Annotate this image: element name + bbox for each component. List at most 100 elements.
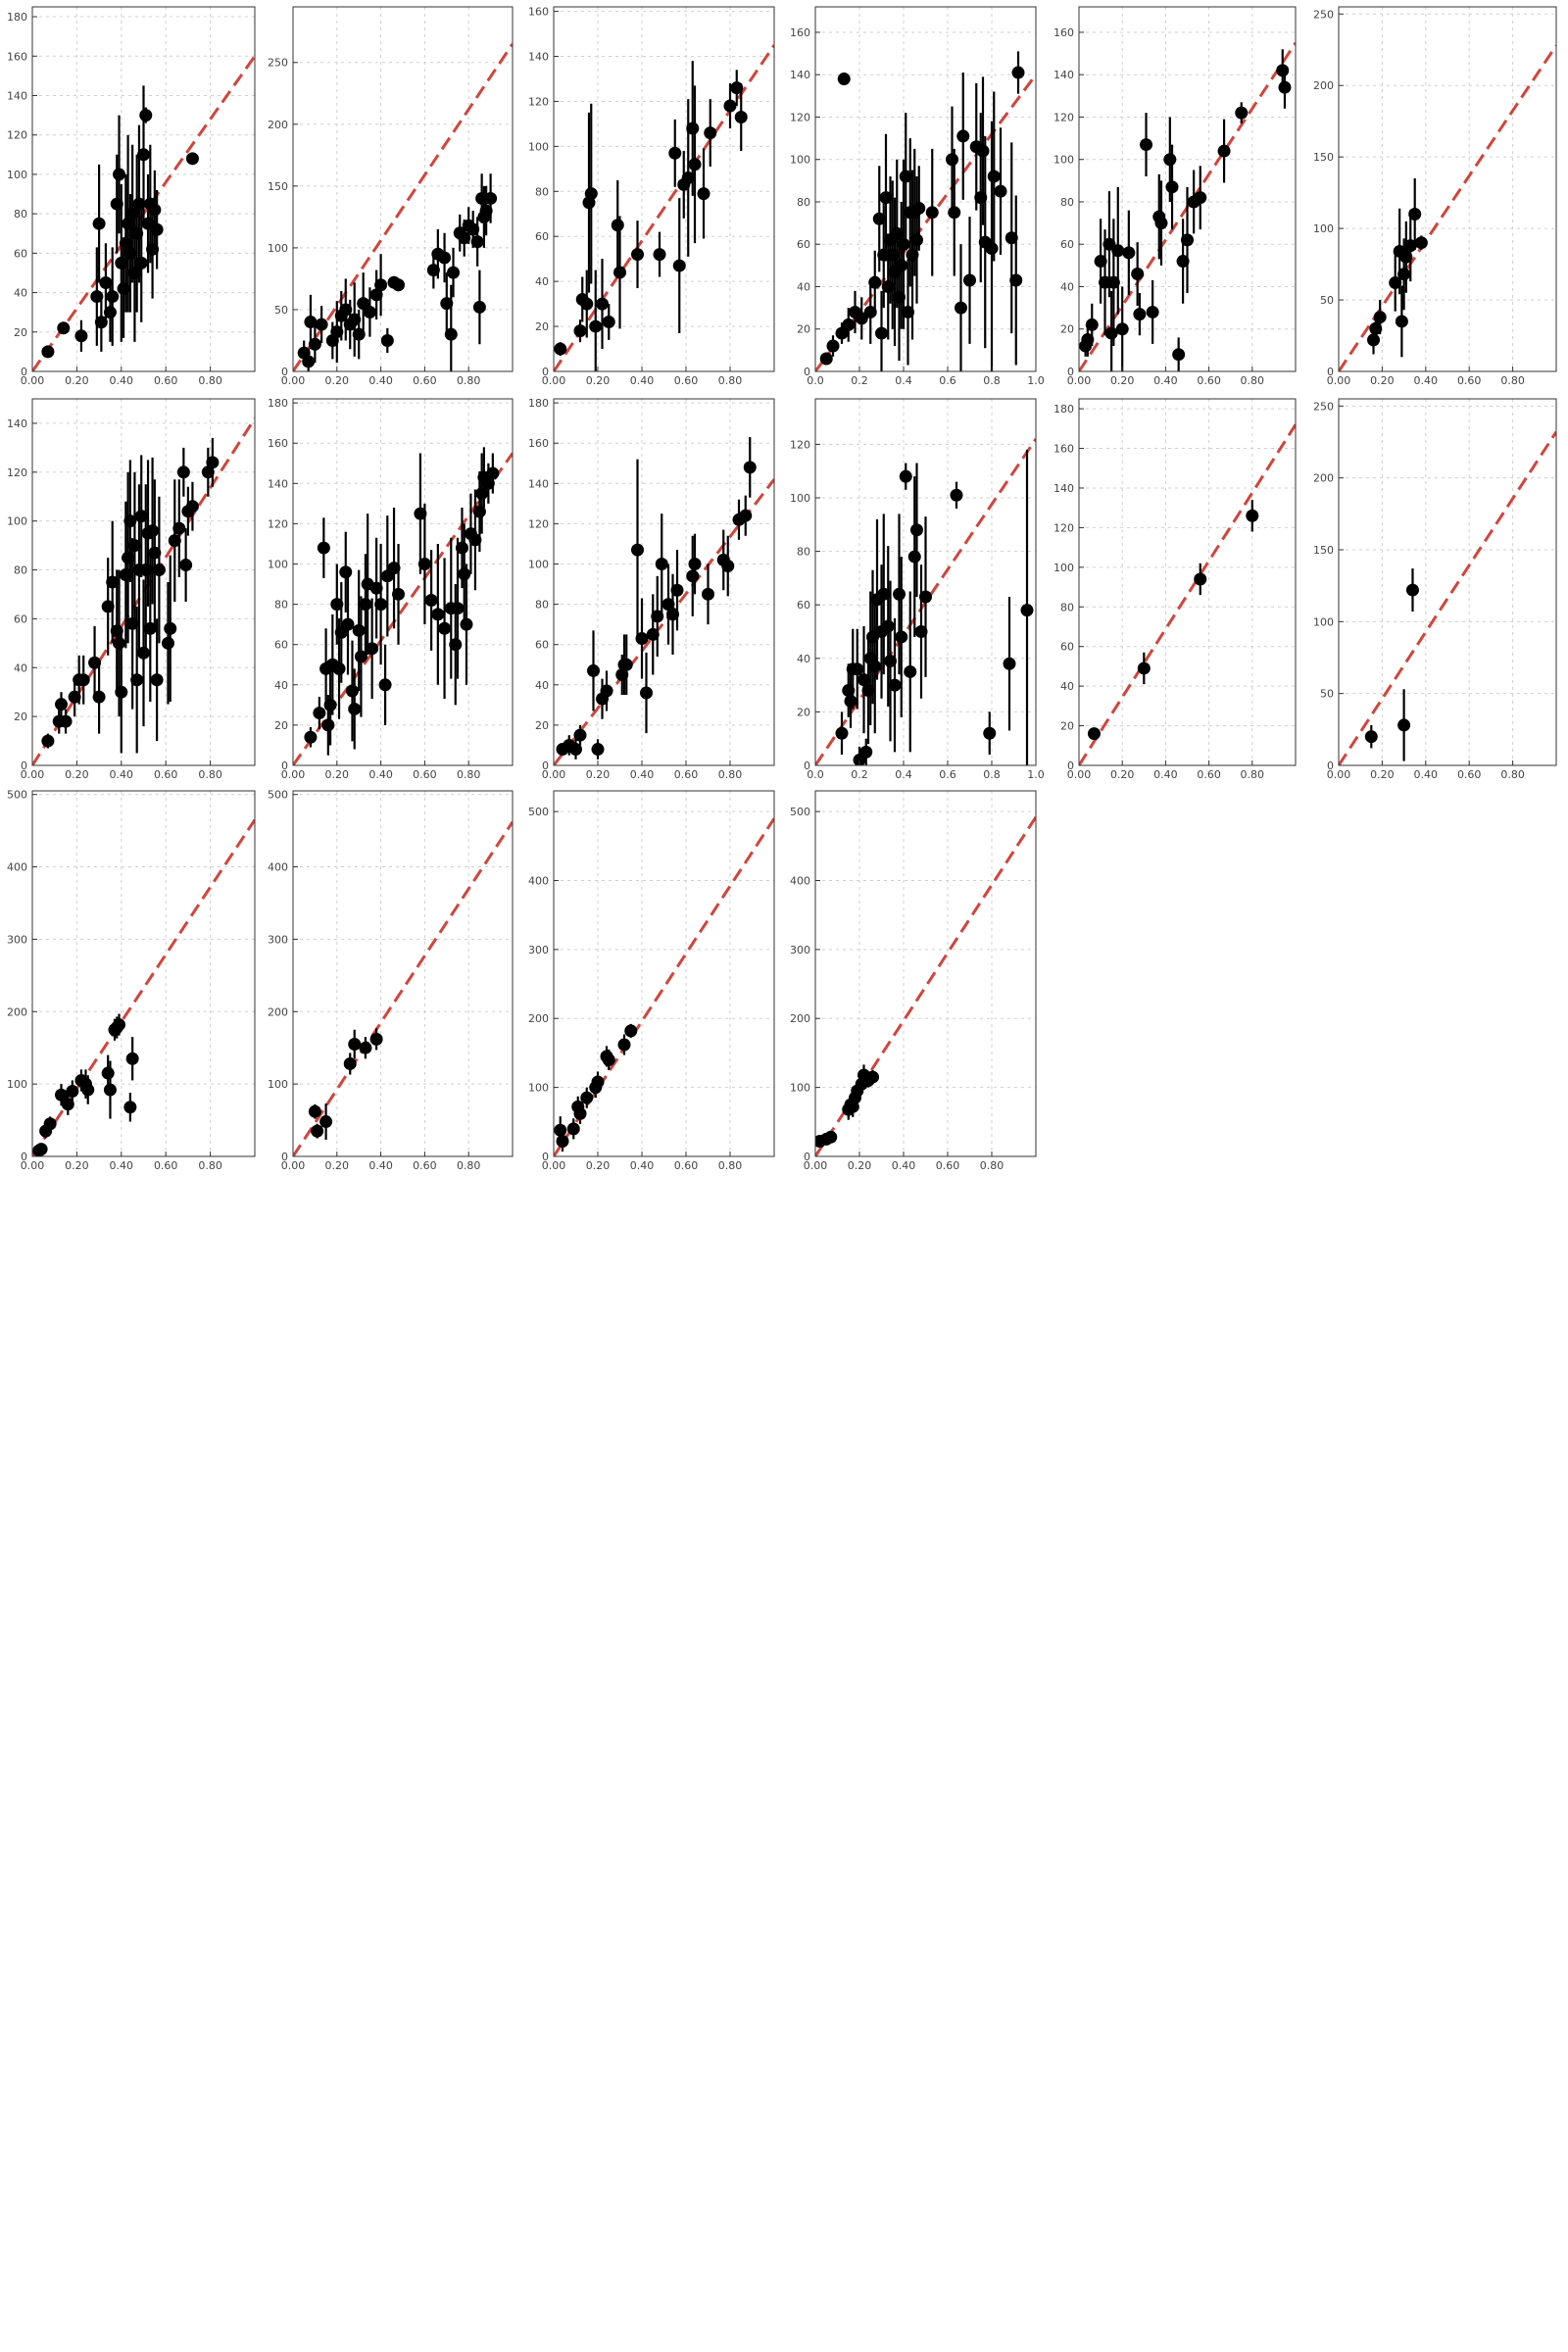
data-point (468, 533, 482, 547)
x-tick-label: 0.00 (1067, 768, 1092, 781)
data-point (602, 315, 615, 328)
data-point (374, 278, 388, 292)
x-tick-label: 0.80 (718, 374, 743, 387)
data-point (824, 1130, 838, 1144)
data-point (704, 126, 717, 140)
x-tick-label: 0.40 (630, 768, 655, 781)
data-point (1154, 217, 1168, 230)
data-points (308, 1028, 383, 1141)
x-tick-label: 0.20 (586, 374, 611, 387)
data-point (417, 558, 431, 571)
data-point (904, 664, 917, 678)
data-point (556, 1135, 569, 1149)
data-point (148, 546, 162, 560)
data-point (458, 567, 471, 581)
data-point (721, 560, 735, 573)
data-points (554, 61, 748, 371)
scatter-panel-5: 0.00 0.20 0.40 0.60 0.80 0 20 40 60 80 100 120 140 16… (1054, 6, 1297, 387)
data-point (81, 1083, 95, 1097)
x-tick-label: 0.4 (895, 768, 912, 781)
data-point (348, 1038, 362, 1052)
x-tick-label: 0.60 (1457, 374, 1482, 387)
y-tick-label: 140 (790, 69, 810, 81)
reference-line (293, 820, 513, 1156)
data-point (573, 728, 587, 742)
y-tick-label: 140 (268, 477, 288, 490)
y-tick-label: 100 (790, 492, 810, 505)
data-point (115, 685, 128, 699)
data-point (330, 325, 344, 339)
data-point (424, 593, 438, 607)
x-tick-label: 0.80 (1241, 374, 1265, 387)
data-point (569, 743, 582, 757)
data-point (888, 678, 902, 692)
data-point (123, 514, 137, 528)
x-tick-label: 0.80 (718, 768, 743, 781)
y-tick-label: 20 (535, 719, 549, 732)
y-tick-label: 160 (7, 50, 27, 63)
y-tick-label: 120 (528, 95, 549, 108)
data-point (143, 621, 157, 635)
x-tick-label: 0.20 (325, 1159, 350, 1172)
data-point (948, 206, 961, 220)
plot-frame (31, 398, 256, 766)
x-tick-label: 0.20 (65, 374, 89, 387)
data-points (304, 447, 500, 756)
data-point (148, 203, 162, 217)
plot-frame (31, 790, 256, 1157)
data-points (1079, 49, 1292, 371)
data-point (919, 590, 932, 604)
x-tick-label: 0.80 (457, 1159, 481, 1172)
data-point (899, 170, 912, 183)
data-point (1009, 273, 1023, 287)
data-point (1414, 236, 1428, 250)
scatter-panel-14: 0.00 0.20 0.40 0.60 0.80 0 100 200 300 400 500 (268, 789, 514, 1172)
data-point (74, 329, 88, 343)
y-tick-label: 40 (14, 662, 27, 674)
y-tick-label: 120 (1054, 111, 1074, 123)
data-point (41, 345, 55, 359)
data-point (1146, 305, 1159, 318)
scatter-panel-3: 0.00 0.20 0.40 0.60 0.80 0 20 40 60 80 100 120 140 16… (528, 6, 775, 387)
data-point (380, 333, 394, 347)
y-tick-label: 400 (790, 874, 810, 887)
plot-frame (292, 790, 514, 1157)
data-point (484, 191, 498, 205)
x-tick-label: 0.0 (807, 768, 824, 781)
y-tick-label: 160 (1054, 443, 1074, 456)
y-tick-label: 40 (535, 679, 549, 692)
y-tick-label: 160 (268, 437, 288, 450)
y-tick-label: 80 (14, 564, 27, 577)
y-tick-label: 100 (528, 140, 549, 153)
x-tick-label: 0.80 (1500, 374, 1525, 387)
y-tick-label: 100 (268, 242, 288, 255)
data-point (357, 297, 370, 311)
data-point (308, 1104, 321, 1118)
y-tick-label: 80 (535, 599, 549, 612)
data-point (185, 152, 199, 166)
x-tick-label: 0.8 (983, 768, 1001, 781)
data-point (666, 608, 679, 621)
scatter-panel-16: 0.00 0.20 0.40 0.60 0.80 0 100 200 300 400 500 (790, 790, 1037, 1172)
data-point (617, 1038, 631, 1052)
data-point (449, 638, 463, 652)
y-tick-label: 20 (14, 710, 27, 723)
y-tick-label: 0 (1327, 760, 1334, 772)
data-point (59, 714, 73, 728)
x-tick-label: 0.00 (21, 768, 45, 781)
x-tick-label: 0.40 (110, 374, 134, 387)
y-tick-label: 150 (1313, 544, 1334, 557)
data-point (697, 187, 710, 201)
data-point (103, 1083, 117, 1097)
data-point (472, 300, 486, 314)
y-tick-label: 200 (1313, 472, 1334, 485)
data-point (1003, 657, 1016, 670)
x-tick-label: 0.60 (1197, 768, 1221, 781)
data-point (392, 587, 406, 601)
data-point (1399, 250, 1413, 264)
plot-frame (553, 398, 775, 766)
data-point (662, 598, 675, 612)
y-tick-label: 200 (268, 119, 288, 131)
data-point (1115, 322, 1129, 336)
y-tick-label: 80 (1060, 196, 1074, 209)
